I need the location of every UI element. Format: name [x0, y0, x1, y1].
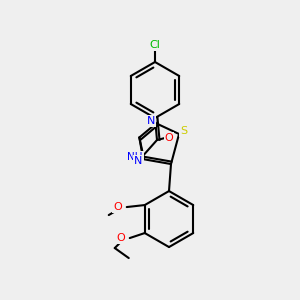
Text: O: O	[165, 133, 173, 143]
Text: S: S	[181, 126, 188, 136]
Text: O: O	[116, 233, 125, 243]
Text: O: O	[113, 202, 122, 212]
Text: N: N	[134, 156, 142, 166]
Text: NH: NH	[127, 152, 143, 162]
Text: N: N	[147, 116, 155, 126]
Text: Cl: Cl	[150, 40, 160, 50]
